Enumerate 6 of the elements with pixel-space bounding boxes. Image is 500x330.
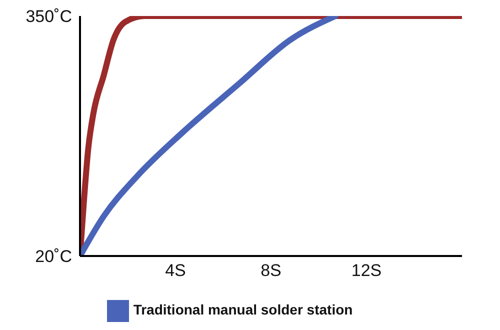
legend-label: Traditional manual solder station [133, 302, 353, 318]
x-tick-label: 8S [260, 261, 282, 280]
y-tick-label: 350˚C [26, 7, 72, 26]
x-tick-label: 12S [351, 261, 382, 280]
y-tick-label: 20˚C [35, 247, 72, 266]
x-tick-label: 4S [165, 261, 186, 280]
